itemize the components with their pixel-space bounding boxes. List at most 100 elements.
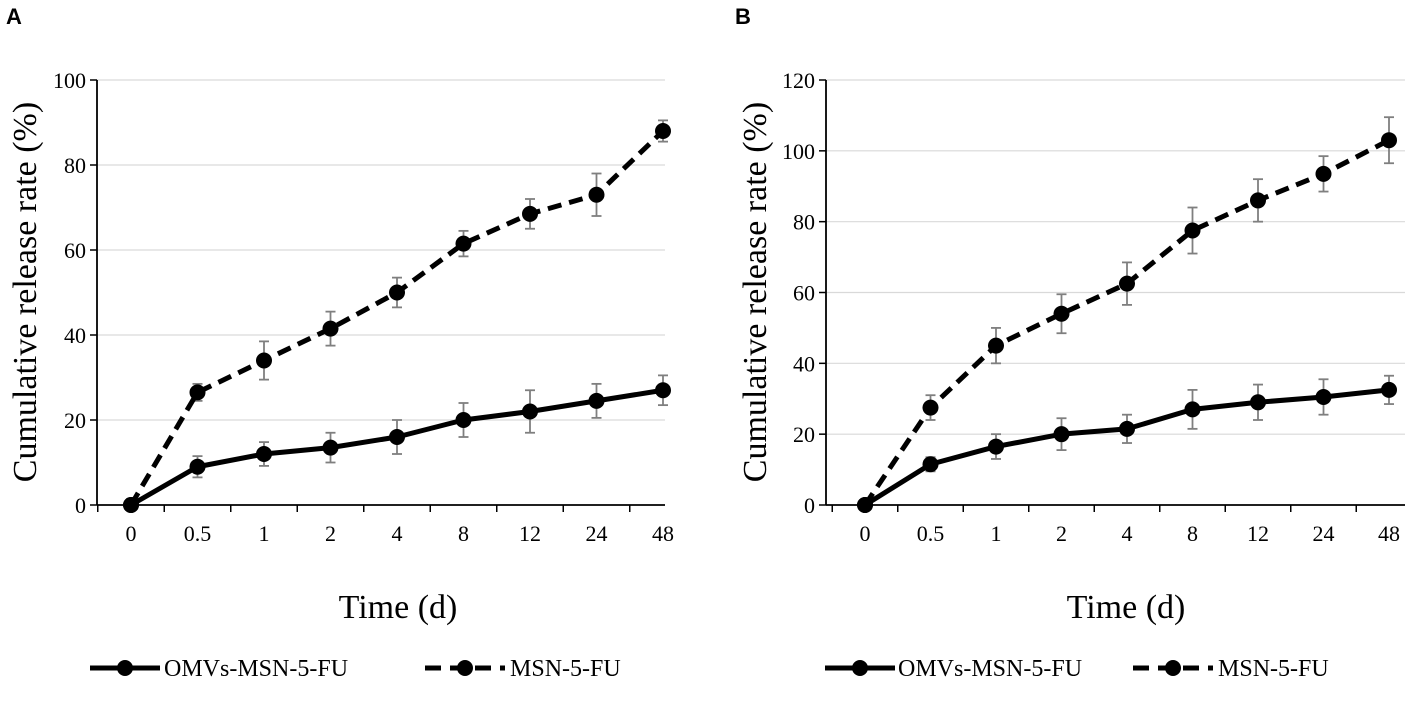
panel-b-legend-solid-marker bbox=[852, 660, 868, 676]
panel-b-y-tick-label-120: 120 bbox=[782, 68, 815, 93]
panel-b-x-tick-label-1: 1 bbox=[991, 521, 1002, 546]
panel-a-y-axis-title: Cumulative release rate (%) bbox=[7, 102, 44, 482]
panel-a-legend-label-msn: MSN-5-FU bbox=[510, 656, 621, 682]
panel-b-x-tick-labels: 0 0.5 1 2 4 8 12 24 48 bbox=[860, 521, 1401, 546]
panel-b-series-msn-5-fu-point-1 bbox=[988, 337, 1004, 354]
panel-a-series-msn-5-fu-point-12 bbox=[522, 205, 538, 222]
panel-b-series-omvs-msn-5-fu-point-48 bbox=[1381, 381, 1397, 398]
panel-a-series-msn-5-fu-point-24 bbox=[588, 186, 605, 203]
panel-a-y-tick-label-40: 40 bbox=[64, 323, 86, 348]
panel-a-series-omvs-msn-5-fu-point-48 bbox=[655, 382, 671, 399]
panel-a-series-msn-5-fu-point-8 bbox=[455, 235, 472, 252]
panel-a-y-tick-label-80: 80 bbox=[64, 153, 86, 178]
panel-a-x-tick-label-24: 24 bbox=[586, 521, 608, 546]
panel-a-gridlines bbox=[97, 79, 665, 421]
panel-a-series-msn-5-fu-point-0-5 bbox=[189, 384, 206, 401]
panel-a-x-tick-label-1: 1 bbox=[259, 521, 270, 546]
panel-a-legend-item-msn: MSN-5-FU bbox=[425, 656, 621, 682]
panel-b-x-tick-label-24: 24 bbox=[1313, 521, 1335, 546]
panel-b-x-tick-label-4: 4 bbox=[1122, 521, 1133, 546]
panel-b-series-msn-5-fu-point-2 bbox=[1053, 305, 1070, 322]
panel-a-letter: A bbox=[6, 4, 22, 29]
panel-b-legend-dashed-marker bbox=[1165, 660, 1181, 676]
panel-b-x-tick-label-48: 48 bbox=[1378, 521, 1400, 546]
panel-b-y-tick-label-100: 100 bbox=[782, 139, 815, 164]
panel-b-series-msn-5-fu-line bbox=[862, 137, 1391, 507]
panel-a-series-omvs-msn-5-fu-point-8 bbox=[455, 412, 472, 428]
panel-a-series-msn-5-fu-point-4 bbox=[389, 284, 405, 301]
panel-a-series-omvs-msn-5-fu-point-0-5 bbox=[189, 458, 206, 475]
panel-a-series-omvs-msn-5-fu bbox=[123, 374, 671, 513]
panel-b-legend-item-msn: MSN-5-FU bbox=[1133, 656, 1329, 682]
panel-a-series-msn-5-fu-point-0 bbox=[123, 497, 139, 513]
panel-b-x-tick-label-8: 8 bbox=[1187, 521, 1198, 546]
panel-a-series bbox=[123, 119, 671, 513]
panel-a-y-tick-label-100: 100 bbox=[53, 68, 86, 93]
panel-b-series-omvs-msn-5-fu-point-4 bbox=[1119, 420, 1135, 437]
panel-a-series-msn-5-fu-point-2 bbox=[322, 320, 339, 337]
panel-b-series-omvs-msn-5-fu bbox=[857, 374, 1397, 513]
panel-b-legend: OMVs-MSN-5-FU MSN-5-FU bbox=[825, 656, 1329, 682]
panel-a-x-axis-title: Time (d) bbox=[339, 589, 458, 626]
panel-b-y-tick-label-20: 20 bbox=[793, 422, 815, 447]
panel-b-series-omvs-msn-5-fu-line bbox=[863, 387, 1390, 508]
panel-a-legend-item-omvs: OMVs-MSN-5-FU bbox=[90, 656, 348, 682]
panel-b-series-msn-5-fu-point-0-5 bbox=[922, 399, 939, 416]
panel-b-series-msn-5-fu-point-48 bbox=[1381, 132, 1397, 149]
panel-a-y-tick-label-20: 20 bbox=[64, 408, 86, 433]
panel-b-series bbox=[857, 116, 1397, 513]
panel-a-x-tick-labels: 0 0.5 1 2 4 8 12 24 48 bbox=[126, 521, 675, 546]
panel-a-series-omvs-msn-5-fu-point-12 bbox=[522, 403, 538, 420]
panel-a-legend: OMVs-MSN-5-FU MSN-5-FU bbox=[90, 656, 621, 682]
panel-a-series-omvs-msn-5-fu-point-4 bbox=[389, 429, 405, 445]
panel-b-series-omvs-msn-5-fu-point-1 bbox=[988, 438, 1004, 455]
panel-a-x-tick-label-4: 4 bbox=[392, 521, 403, 546]
panel-b-y-tick-label-0: 0 bbox=[804, 493, 815, 518]
panel-b-y-tick-label-40: 40 bbox=[793, 351, 815, 376]
panel-a-series-omvs-msn-5-fu-point-2 bbox=[322, 439, 339, 456]
panel-a-series-msn-5-fu bbox=[123, 119, 671, 513]
panel-b-axes bbox=[819, 79, 1405, 512]
panel-b-y-axis-title: Cumulative release rate (%) bbox=[737, 102, 774, 482]
panel-b-series-msn-5-fu-point-12 bbox=[1250, 192, 1266, 209]
panel-a-x-tick-label-2: 2 bbox=[325, 521, 336, 546]
panel-b-x-tick-label-12: 12 bbox=[1247, 521, 1269, 546]
panel-b-series-msn-5-fu bbox=[857, 116, 1397, 513]
panel-b-legend-label-omvs: OMVs-MSN-5-FU bbox=[898, 656, 1082, 682]
panel-b-x-axis-title: Time (d) bbox=[1067, 589, 1186, 626]
panel-b-series-omvs-msn-5-fu-point-24 bbox=[1315, 388, 1332, 405]
panel-b-series-omvs-msn-5-fu-point-8 bbox=[1184, 401, 1201, 418]
panel-b-y-tick-label-80: 80 bbox=[793, 210, 815, 235]
panel-a-series-msn-5-fu-point-48 bbox=[655, 123, 671, 139]
panel-a-legend-label-omvs: OMVs-MSN-5-FU bbox=[164, 656, 348, 682]
panel-b-series-omvs-msn-5-fu-point-12 bbox=[1250, 394, 1266, 411]
panel-b-x-tick-label-0: 0 bbox=[860, 521, 871, 546]
panel-b-series-msn-5-fu-point-4 bbox=[1119, 275, 1135, 292]
panel-a-x-tick-label-0: 0 bbox=[126, 521, 137, 546]
panel-b-series-msn-5-fu-point-24 bbox=[1315, 165, 1332, 182]
panel-b-series-omvs-msn-5-fu-point-0-5 bbox=[922, 456, 939, 473]
panel-a-x-tick-label-8: 8 bbox=[458, 521, 469, 546]
panel-b-legend-item-omvs: OMVs-MSN-5-FU bbox=[825, 656, 1082, 682]
panel-a-x-tick-label-12: 12 bbox=[519, 521, 541, 546]
panel-a-series-omvs-msn-5-fu-point-24 bbox=[588, 392, 605, 409]
panel-b-series-msn-5-fu-point-8 bbox=[1184, 222, 1201, 239]
panel-a-series-msn-5-fu-point-1 bbox=[256, 352, 272, 369]
panel-b-x-tick-label-0-5: 0.5 bbox=[917, 521, 945, 546]
panel-a-legend-dashed-marker bbox=[457, 660, 473, 676]
panel-a-y-tick-label-0: 0 bbox=[75, 493, 86, 518]
panel-b-y-tick-label-60: 60 bbox=[793, 281, 815, 306]
panel-b-y-tick-labels: 0 20 40 60 80 100 120 bbox=[782, 68, 815, 518]
panel-a-series-omvs-msn-5-fu-point-1 bbox=[256, 446, 272, 462]
panel-b-x-tick-label-2: 2 bbox=[1056, 521, 1067, 546]
panel-b-legend-label-msn: MSN-5-FU bbox=[1218, 656, 1329, 682]
panel-a-y-tick-labels: 0 20 40 60 80 100 bbox=[53, 68, 86, 518]
panel-a-y-tick-label-60: 60 bbox=[64, 238, 86, 263]
panel-a-x-tick-label-0-5: 0.5 bbox=[184, 521, 212, 546]
panel-a-axes bbox=[90, 79, 665, 512]
panel-b-series-omvs-msn-5-fu-point-2 bbox=[1053, 426, 1070, 443]
panel-b-series-msn-5-fu-point-0 bbox=[857, 497, 873, 513]
